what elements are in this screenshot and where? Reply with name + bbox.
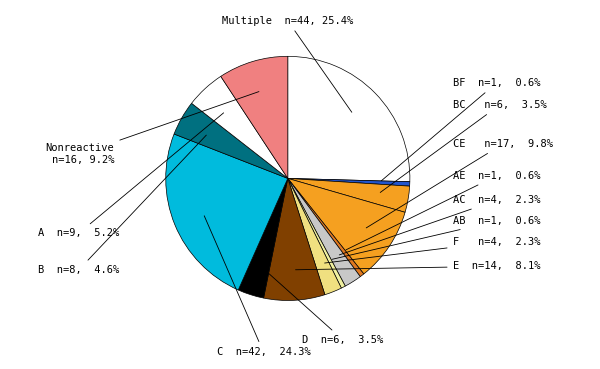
Text: BF  n=1,  0.6%: BF n=1, 0.6% — [382, 78, 540, 181]
Text: D  n=6,  3.5%: D n=6, 3.5% — [262, 268, 383, 345]
Text: E  n=14,  8.1%: E n=14, 8.1% — [296, 261, 540, 271]
Text: AB  n=1,  0.6%: AB n=1, 0.6% — [332, 216, 540, 259]
Text: B  n=8,  4.6%: B n=8, 4.6% — [38, 135, 206, 275]
Wedge shape — [238, 178, 288, 298]
Wedge shape — [288, 178, 405, 274]
Wedge shape — [174, 103, 288, 178]
Text: AE  n=1,  0.6%: AE n=1, 0.6% — [346, 171, 540, 250]
Text: Nonreactive
n=16, 9.2%: Nonreactive n=16, 9.2% — [46, 92, 259, 165]
Text: F   n=4,  2.3%: F n=4, 2.3% — [325, 237, 540, 263]
Text: BC   n=6,  3.5%: BC n=6, 3.5% — [380, 100, 547, 193]
Wedge shape — [288, 56, 410, 182]
Text: C  n=42,  24.3%: C n=42, 24.3% — [204, 216, 310, 357]
Wedge shape — [288, 178, 364, 277]
Wedge shape — [288, 178, 341, 295]
Wedge shape — [221, 56, 288, 178]
Wedge shape — [288, 178, 410, 186]
Wedge shape — [288, 178, 410, 212]
Wedge shape — [191, 76, 288, 178]
Wedge shape — [288, 178, 345, 288]
Wedge shape — [263, 178, 325, 300]
Text: A  n=9,  5.2%: A n=9, 5.2% — [38, 113, 224, 238]
Text: CE   n=17,  9.8%: CE n=17, 9.8% — [366, 139, 553, 228]
Wedge shape — [288, 178, 360, 286]
Text: AC  n=4,  2.3%: AC n=4, 2.3% — [339, 195, 540, 255]
Wedge shape — [166, 134, 288, 290]
Text: Multiple  n=44, 25.4%: Multiple n=44, 25.4% — [222, 16, 353, 112]
